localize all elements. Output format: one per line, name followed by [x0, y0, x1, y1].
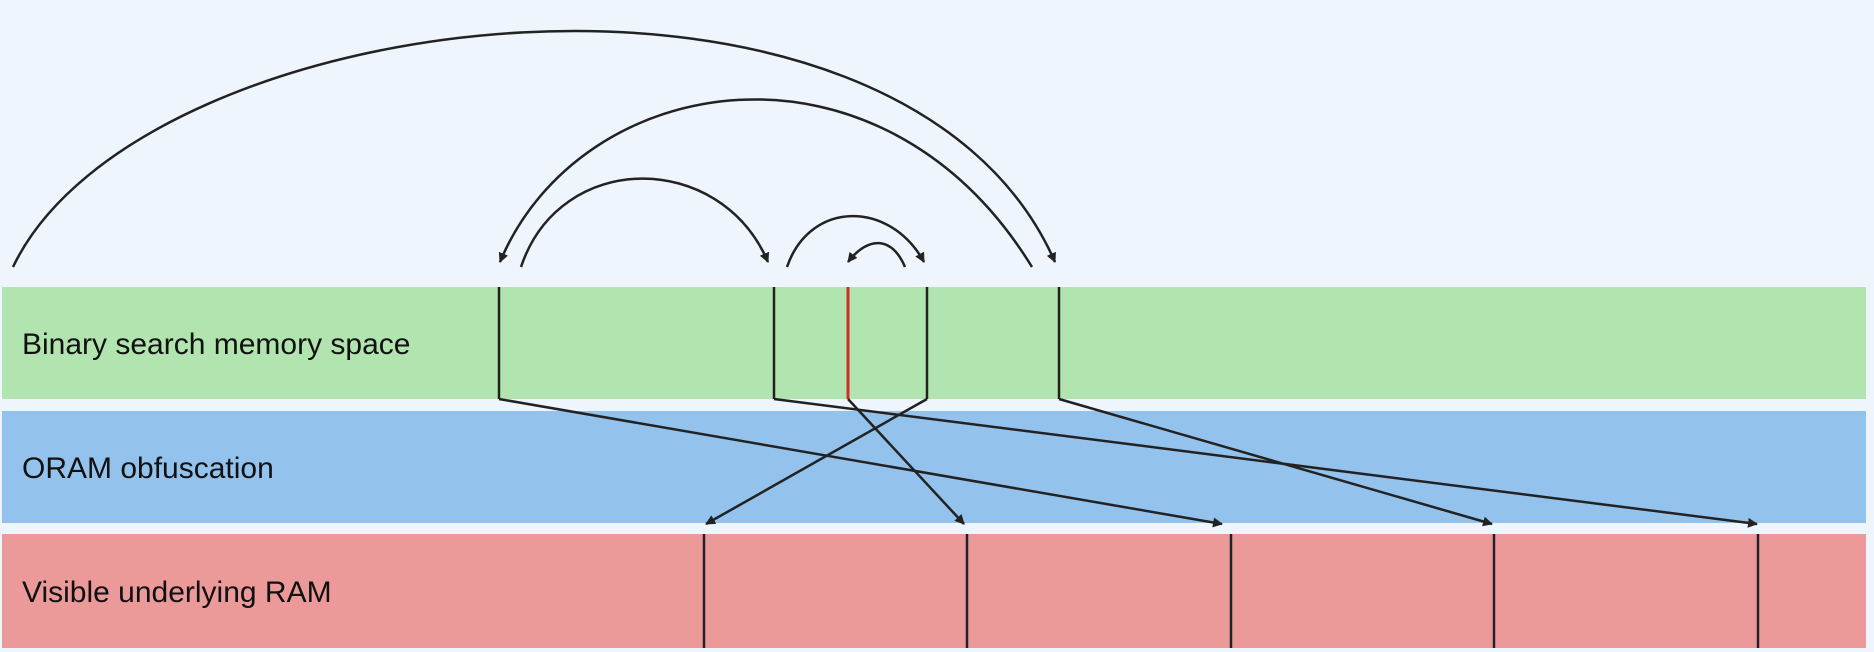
band-memory-rect: [2, 287, 1866, 399]
mapping-arrow: [498, 397, 1223, 528]
band-memory-label: Binary search memory space: [22, 328, 410, 361]
memory-probe-markers: [497, 287, 1061, 399]
ram-block-dividers: [702, 534, 1760, 648]
band-ram-label: Visible underlying RAM: [22, 576, 332, 609]
search-arc: [785, 214, 926, 268]
search-arc: [519, 177, 770, 268]
mapping-arrow: [773, 397, 1758, 528]
mapping-arrow: [705, 397, 928, 526]
band-ram-rect: [2, 534, 1866, 648]
mapping-arrow: [847, 398, 965, 525]
band-memory: Binary search memory space: [2, 287, 1866, 399]
band-oram-label: ORAM obfuscation: [22, 452, 274, 485]
oram-mapping-arrows: [498, 397, 1758, 528]
search-arc: [11, 29, 1057, 268]
band-oram-rect: [2, 411, 1866, 523]
band-oram: ORAM obfuscation: [2, 411, 1866, 523]
search-arc: [847, 241, 907, 268]
search-arc: [498, 98, 1034, 268]
mapping-arrow: [1058, 397, 1493, 527]
binary-search-arcs: [11, 29, 1057, 268]
band-ram: Visible underlying RAM: [2, 534, 1866, 648]
